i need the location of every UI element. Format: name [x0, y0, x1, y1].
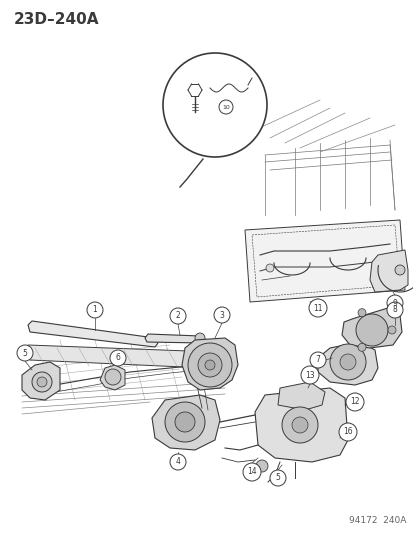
Circle shape — [355, 314, 387, 346]
Circle shape — [338, 423, 356, 441]
Text: 5: 5 — [22, 349, 27, 358]
Circle shape — [105, 369, 121, 385]
Polygon shape — [254, 388, 347, 462]
Text: 4: 4 — [175, 457, 180, 466]
Circle shape — [266, 264, 273, 272]
Circle shape — [175, 412, 195, 432]
Text: 3: 3 — [219, 311, 224, 319]
Polygon shape — [22, 345, 219, 368]
Text: 16: 16 — [342, 427, 352, 437]
Circle shape — [269, 470, 285, 486]
Text: 13: 13 — [304, 370, 314, 379]
Text: 8: 8 — [392, 305, 396, 314]
Circle shape — [32, 372, 52, 392]
Circle shape — [197, 353, 221, 377]
Circle shape — [110, 350, 126, 366]
Circle shape — [163, 53, 266, 157]
Polygon shape — [28, 321, 158, 347]
Circle shape — [387, 326, 395, 334]
Text: 10: 10 — [222, 104, 229, 109]
Circle shape — [386, 295, 402, 311]
Text: 6: 6 — [115, 353, 120, 362]
Circle shape — [386, 302, 402, 318]
Circle shape — [170, 454, 185, 470]
Circle shape — [214, 307, 230, 323]
Text: 12: 12 — [349, 398, 359, 407]
Circle shape — [291, 417, 307, 433]
Circle shape — [309, 352, 325, 368]
Circle shape — [300, 366, 318, 384]
Text: 2: 2 — [175, 311, 180, 320]
Text: 14: 14 — [247, 467, 256, 477]
Polygon shape — [145, 334, 204, 343]
Circle shape — [357, 343, 365, 351]
Text: 94172  240A: 94172 240A — [348, 516, 405, 525]
Circle shape — [357, 309, 365, 317]
Polygon shape — [22, 362, 60, 400]
Circle shape — [242, 463, 260, 481]
Text: 9: 9 — [392, 298, 396, 308]
Polygon shape — [369, 250, 407, 292]
Circle shape — [170, 308, 185, 324]
Circle shape — [281, 407, 317, 443]
Polygon shape — [100, 365, 125, 390]
Polygon shape — [244, 220, 404, 302]
Polygon shape — [277, 382, 324, 410]
Circle shape — [329, 344, 365, 380]
Circle shape — [17, 345, 33, 361]
Circle shape — [218, 100, 233, 114]
Text: 1: 1 — [93, 305, 97, 314]
Circle shape — [339, 354, 355, 370]
Circle shape — [345, 393, 363, 411]
Polygon shape — [341, 308, 401, 348]
Text: 5: 5 — [275, 473, 280, 482]
Text: 23D–240A: 23D–240A — [14, 12, 99, 27]
Polygon shape — [182, 338, 237, 390]
Polygon shape — [317, 342, 377, 385]
Circle shape — [255, 460, 267, 472]
Text: 11: 11 — [313, 303, 322, 312]
Circle shape — [188, 343, 231, 387]
Circle shape — [308, 299, 326, 317]
Circle shape — [195, 333, 204, 343]
Circle shape — [37, 377, 47, 387]
Polygon shape — [152, 395, 219, 450]
Circle shape — [394, 265, 404, 275]
Circle shape — [204, 360, 214, 370]
Circle shape — [87, 302, 103, 318]
Text: 7: 7 — [315, 356, 320, 365]
Circle shape — [165, 402, 204, 442]
